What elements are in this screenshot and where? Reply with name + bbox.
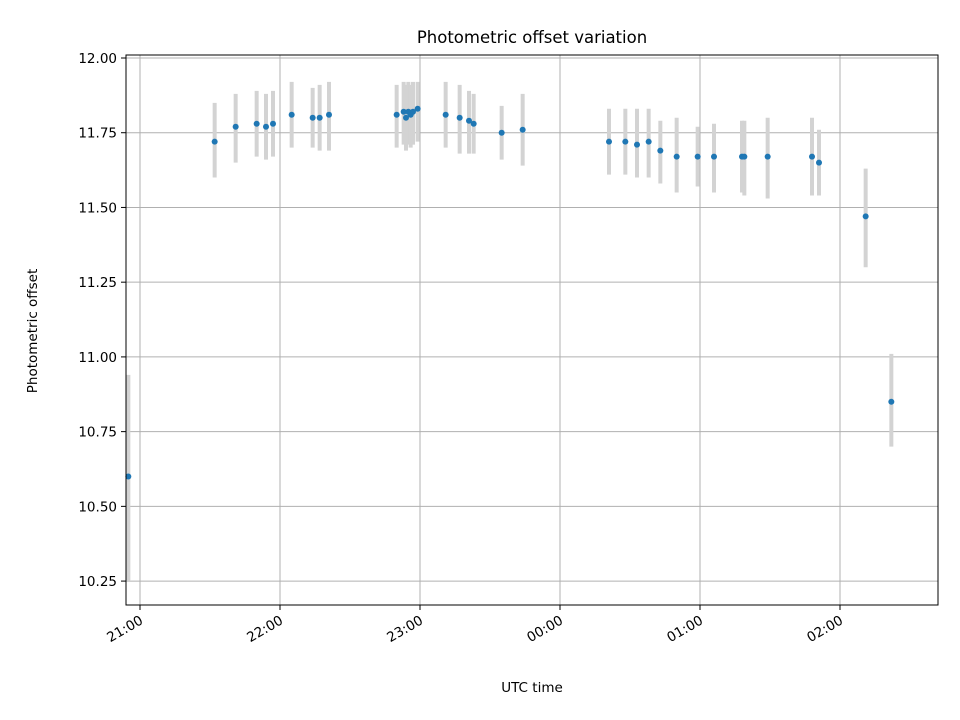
data-point bbox=[673, 153, 680, 160]
data-point bbox=[888, 398, 895, 405]
y-tick-label: 12.00 bbox=[78, 51, 117, 67]
data-point bbox=[634, 141, 640, 148]
data-point bbox=[253, 120, 260, 127]
data-point bbox=[711, 153, 717, 160]
data-point bbox=[125, 473, 132, 480]
data-point bbox=[403, 114, 409, 121]
y-axis-ticks: 10.25 10.50 10.75 11.00 11.25 11.50 11.75 12.00 bbox=[78, 51, 126, 590]
data-point bbox=[442, 111, 449, 118]
data-point bbox=[316, 114, 323, 121]
data-point bbox=[326, 111, 332, 118]
data-point bbox=[645, 138, 652, 145]
data-point bbox=[400, 108, 407, 115]
plot-area-frame bbox=[125, 54, 939, 606]
data-point bbox=[393, 111, 400, 118]
y-tick-label: 11.00 bbox=[78, 350, 117, 366]
data-point bbox=[622, 138, 629, 145]
data-point bbox=[606, 138, 612, 145]
y-axis-label: Photometric offset bbox=[25, 269, 41, 393]
data-point bbox=[211, 138, 218, 145]
data-point bbox=[456, 114, 463, 121]
data-point bbox=[414, 105, 421, 112]
data-point bbox=[764, 153, 771, 160]
data-point bbox=[694, 153, 701, 160]
data-point bbox=[270, 120, 276, 127]
data-point bbox=[809, 153, 815, 160]
grid bbox=[126, 55, 938, 605]
data-point bbox=[232, 123, 239, 130]
y-tick-label: 11.25 bbox=[78, 275, 117, 291]
data-point bbox=[263, 123, 269, 130]
data-points bbox=[125, 105, 895, 480]
data-point bbox=[470, 120, 477, 127]
data-point bbox=[288, 111, 295, 118]
y-tick-label: 11.50 bbox=[78, 200, 117, 216]
data-point bbox=[309, 114, 316, 121]
data-point bbox=[741, 153, 748, 160]
y-tick-label: 10.25 bbox=[78, 574, 117, 590]
data-point bbox=[498, 129, 505, 136]
y-tick-label: 10.50 bbox=[78, 499, 117, 515]
y-tick-label: 11.75 bbox=[78, 126, 117, 142]
data-point bbox=[816, 159, 822, 166]
data-point bbox=[466, 117, 472, 124]
data-point bbox=[657, 147, 664, 154]
data-point bbox=[862, 213, 869, 220]
chart-title: Photometric offset variation bbox=[417, 28, 647, 47]
y-tick-label: 10.75 bbox=[78, 425, 117, 441]
x-axis-label: UTC time bbox=[501, 680, 563, 696]
data-point bbox=[519, 126, 526, 133]
data-point bbox=[410, 108, 416, 115]
